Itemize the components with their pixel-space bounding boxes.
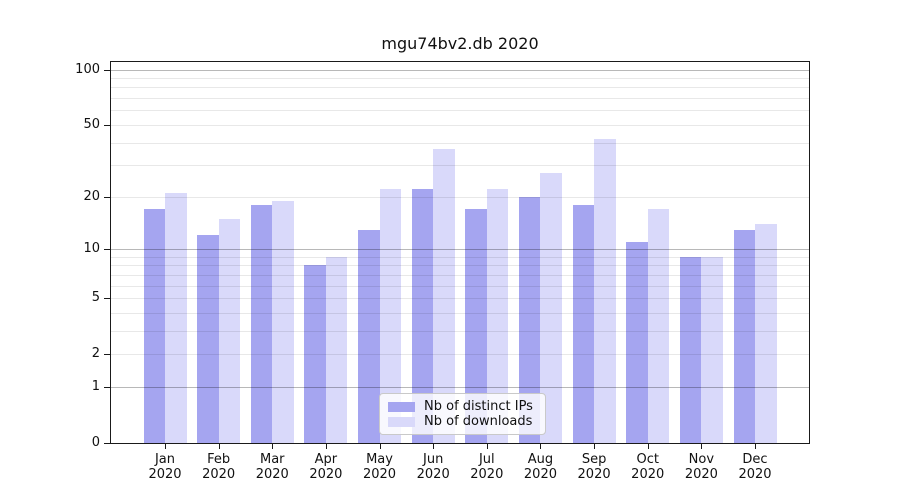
bar-downloads xyxy=(379,189,402,443)
bar-downloads xyxy=(272,200,294,443)
x-tick xyxy=(486,444,488,449)
bar-downloads xyxy=(433,148,455,443)
gridline-minor xyxy=(111,196,809,198)
x-tick-label: Dec 2020 xyxy=(738,452,772,482)
chart-title: mgu74bv2.db 2020 xyxy=(381,34,539,53)
legend-swatch-distinct-ips xyxy=(388,401,415,412)
y-tick xyxy=(104,443,110,444)
bar-distinct-ips xyxy=(518,196,541,443)
bar-downloads xyxy=(325,256,348,443)
bar-distinct-ips xyxy=(250,204,273,443)
legend: Nb of distinct IPs Nb of downloads xyxy=(379,393,546,435)
x-tick-label: Aug 2020 xyxy=(523,452,557,482)
bar-distinct-ips xyxy=(411,189,434,443)
y-tick xyxy=(104,124,110,126)
x-tick xyxy=(594,444,596,449)
bar-distinct-ips xyxy=(465,209,487,443)
bar-downloads xyxy=(540,173,562,443)
legend-swatch-downloads xyxy=(388,416,415,427)
bar-distinct-ips xyxy=(358,229,380,443)
y-tick-label: 20 xyxy=(83,188,100,204)
gridline-minor xyxy=(111,98,809,100)
gridline-minor xyxy=(111,354,809,356)
y-tick-label: 5 xyxy=(91,290,100,306)
legend-label-downloads: Nb of downloads xyxy=(424,414,533,429)
y-tick xyxy=(104,386,110,388)
bar-distinct-ips xyxy=(733,229,755,443)
x-tick xyxy=(540,444,542,449)
gridline-minor xyxy=(111,78,809,80)
x-tick xyxy=(755,444,756,449)
legend-entry-downloads: Nb of downloads xyxy=(388,415,537,428)
x-tick xyxy=(433,444,435,449)
gridline-minor xyxy=(111,274,809,276)
x-tick xyxy=(165,444,166,449)
y-tick-label: 10 xyxy=(83,241,100,256)
gridline-minor xyxy=(111,142,809,144)
gridline-major xyxy=(111,249,809,250)
x-tick-label: Apr 2020 xyxy=(309,452,343,482)
gridline-minor xyxy=(111,330,809,332)
y-tick xyxy=(104,196,110,198)
x-tick xyxy=(647,444,649,449)
x-tick xyxy=(701,444,703,449)
y-tick-label: 1 xyxy=(91,378,100,394)
gridline-minor xyxy=(111,165,809,167)
x-tick-label: Sep 2020 xyxy=(577,452,611,482)
gridline-minor xyxy=(111,256,809,258)
bar-downloads xyxy=(594,138,616,443)
gridline-minor xyxy=(111,285,809,287)
bar-downloads xyxy=(701,256,723,443)
x-tick-label: Jul 2020 xyxy=(470,452,504,482)
legend-label-distinct-ips: Nb of distinct IPs xyxy=(424,399,533,414)
x-tick-label: Jun 2020 xyxy=(416,452,450,482)
gridline-minor xyxy=(111,312,809,314)
gridline-minor xyxy=(111,87,809,89)
bar-distinct-ips xyxy=(679,256,702,443)
x-tick xyxy=(325,444,327,449)
gridline-major xyxy=(111,69,809,71)
gridline-minor xyxy=(111,298,809,300)
x-tick xyxy=(379,444,381,449)
bar-downloads xyxy=(218,218,241,443)
bar-distinct-ips xyxy=(626,241,648,443)
gridline-minor xyxy=(111,265,809,267)
x-tick-label: Oct 2020 xyxy=(631,452,665,482)
x-tick-label: Mar 2020 xyxy=(255,452,289,482)
y-tick-label: 100 xyxy=(75,61,100,77)
x-tick xyxy=(272,444,274,449)
y-tick xyxy=(104,354,110,356)
y-tick xyxy=(104,69,110,71)
legend-entry-distinct-ips: Nb of distinct IPs xyxy=(388,400,537,413)
y-tick xyxy=(104,298,110,300)
x-tick-label: May 2020 xyxy=(362,452,397,482)
bar-downloads xyxy=(647,209,670,443)
bar-distinct-ips xyxy=(143,209,165,443)
y-tick-label: 50 xyxy=(83,116,100,132)
gridline-major xyxy=(111,386,809,388)
y-tick xyxy=(104,249,110,250)
plot-area xyxy=(110,61,810,444)
x-tick-label: Jan 2020 xyxy=(148,452,182,482)
gridline-minor xyxy=(111,124,809,126)
y-tick-label: 0 xyxy=(91,435,100,450)
bar-distinct-ips xyxy=(572,204,595,443)
x-tick-label: Nov 2020 xyxy=(684,452,718,482)
bar-distinct-ips xyxy=(197,235,219,443)
gridline-minor xyxy=(111,110,809,112)
bar-downloads xyxy=(165,192,187,443)
bar-distinct-ips xyxy=(304,265,326,443)
bar-downloads xyxy=(486,189,509,443)
x-tick xyxy=(218,444,220,449)
x-tick-label: Feb 2020 xyxy=(202,452,236,482)
y-tick-label: 2 xyxy=(91,346,100,362)
bar-downloads xyxy=(755,223,777,443)
